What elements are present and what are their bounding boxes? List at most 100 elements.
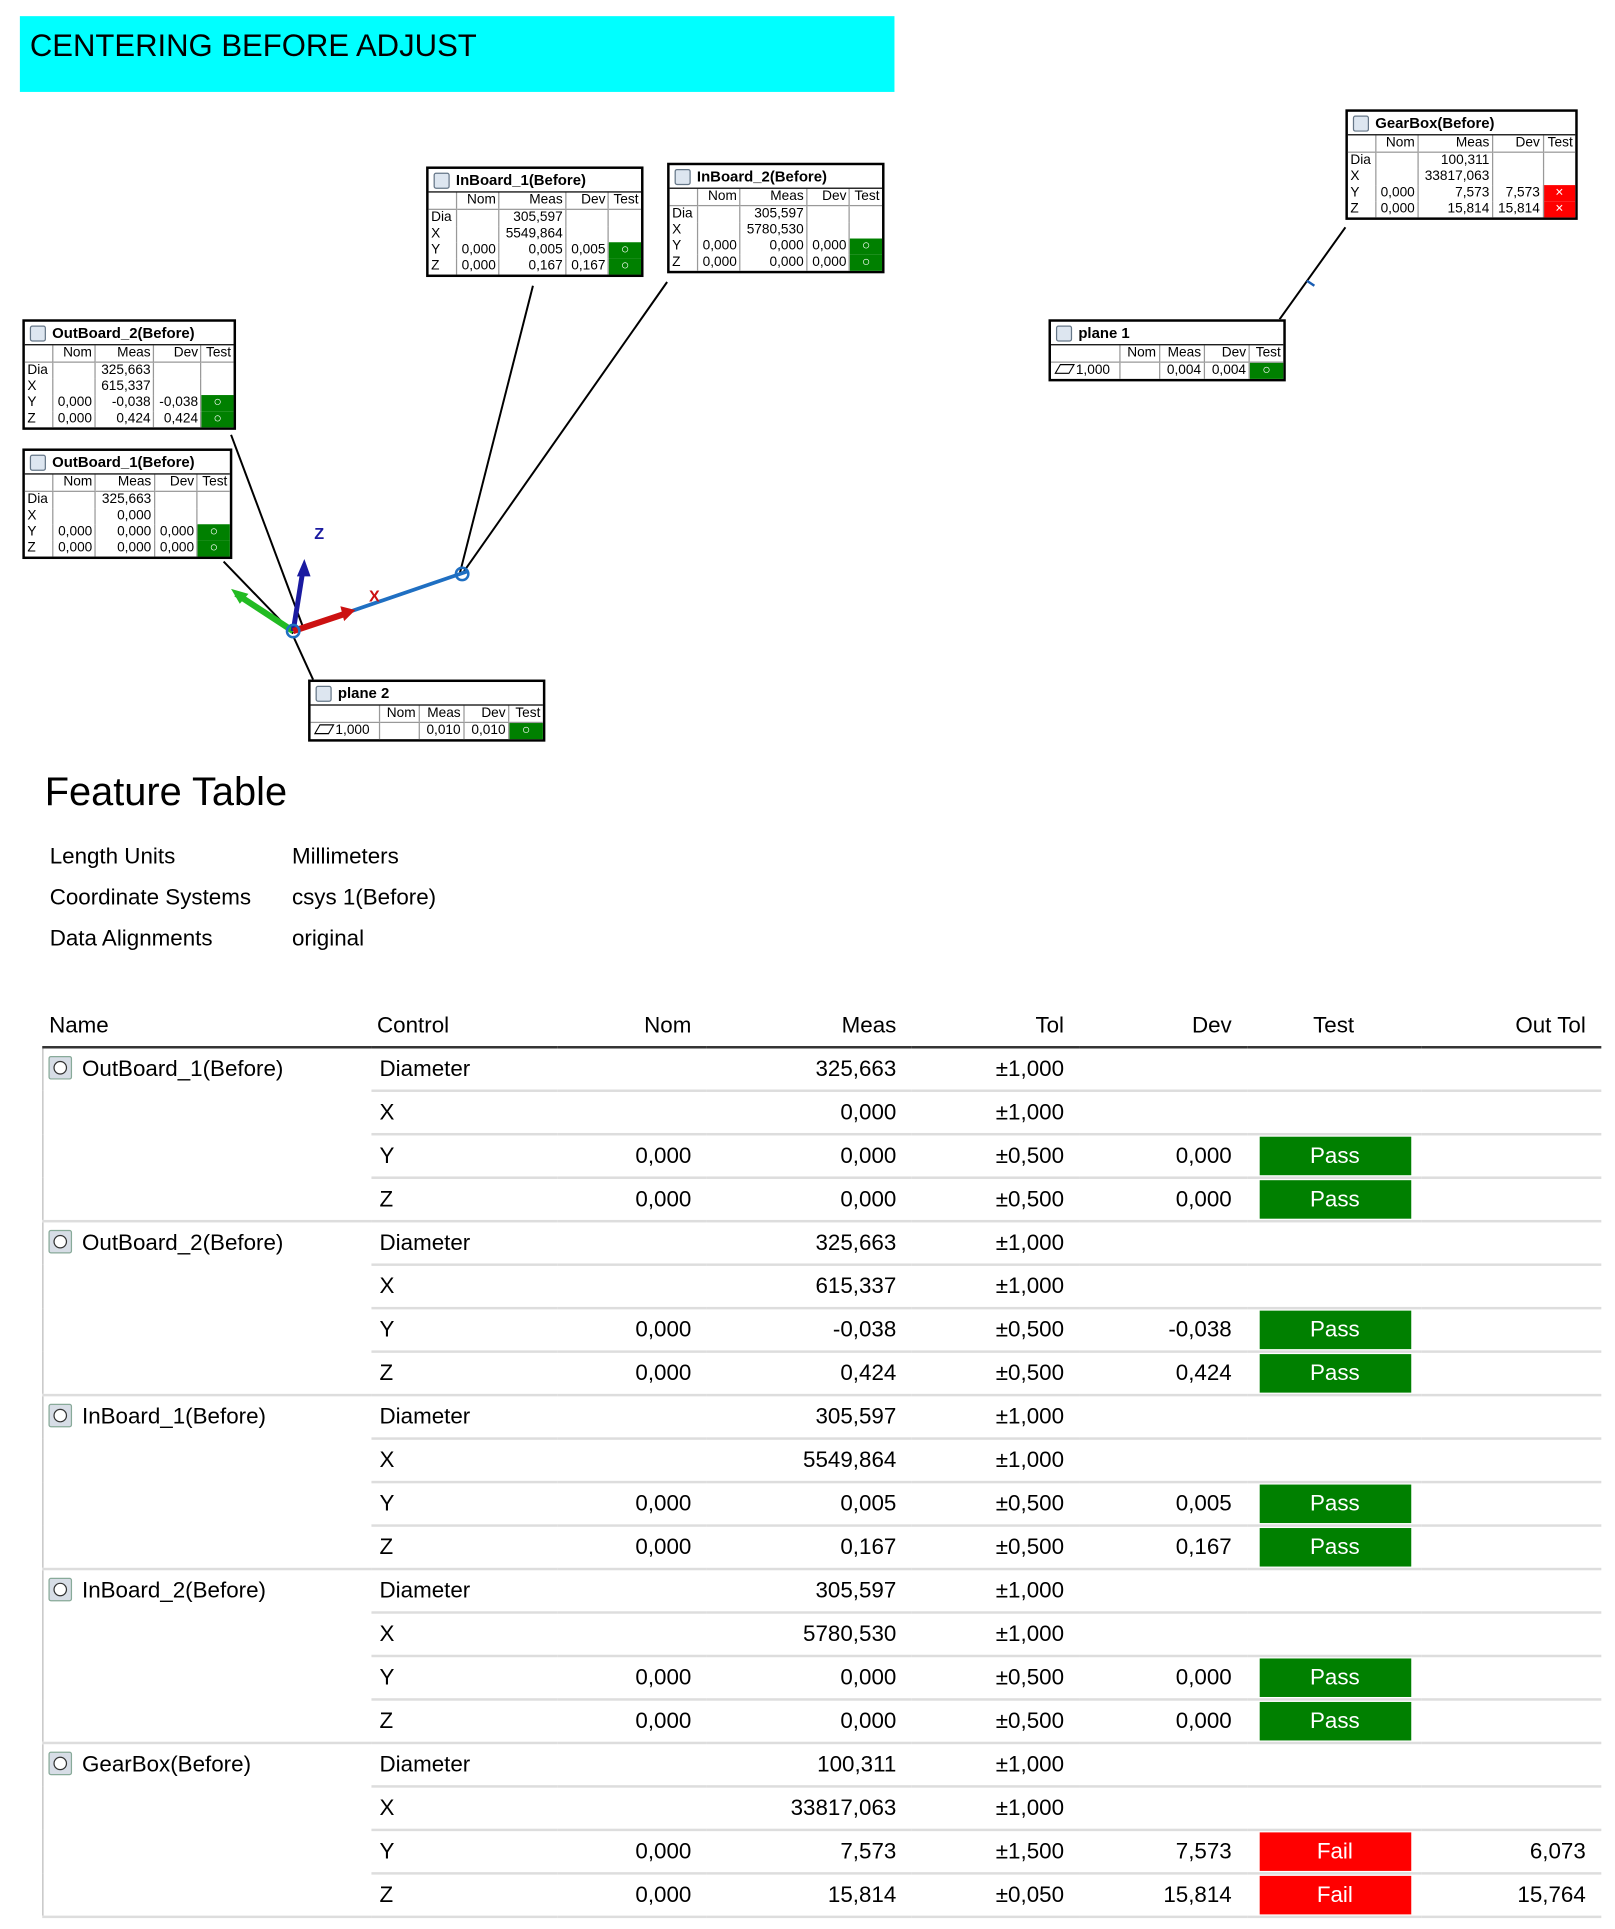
cell: X [429, 226, 457, 242]
table-row: OutBoard_1(Before) Diameter 325,663 ±1,000 [42, 1047, 1601, 1223]
column-header: Out Tol [1420, 1003, 1601, 1049]
header-cell: Meas [94, 345, 154, 363]
callout-grid: Nom Meas Dev Test 1,000 0,004 0,004 ○ [1050, 345, 1284, 379]
cell [200, 378, 234, 396]
cell [1420, 1395, 1601, 1440]
header-cell [428, 192, 457, 210]
cell: ±1,000 [911, 1264, 1079, 1310]
cell [557, 1395, 707, 1440]
cell: ±0,500 [911, 1482, 1079, 1527]
cell-text: 7,573 [1455, 185, 1490, 201]
table-row: OutBoard_2(Before) Diameter 325,663 ±1,000 [42, 1221, 1601, 1397]
cell-text: Y [1350, 185, 1360, 201]
cell-text: 0,000 [58, 540, 93, 556]
info-value: Millimeters [291, 843, 399, 869]
cell: 0,000 [706, 1699, 912, 1745]
header-cell: Test [607, 192, 642, 210]
cell: Pass [1246, 1351, 1421, 1397]
icon [1055, 325, 1073, 342]
cell: 305,597 [706, 1569, 912, 1614]
cell-text: 0,000 [702, 254, 737, 270]
cell [557, 1612, 707, 1658]
cell-text: Dia [27, 362, 48, 378]
cell [1078, 1395, 1247, 1440]
cell-text: ○ [620, 258, 630, 274]
cell [1420, 1482, 1601, 1527]
callout-title: InBoard_2(Before) [669, 165, 883, 189]
header-cell: Nom [696, 188, 740, 207]
callout-title-text: OutBoard_1(Before) [52, 453, 195, 471]
cell: 15,814 [1491, 201, 1543, 218]
cell-text: X [431, 226, 441, 242]
cell: ±0,500 [911, 1177, 1079, 1223]
cell: 15,814 [706, 1873, 912, 1919]
cell: 7,573 [706, 1829, 912, 1875]
header-cell: Meas [739, 188, 807, 207]
icon [315, 685, 332, 702]
data-row: 1,000 0,004 0,004 ○ [1051, 362, 1284, 379]
cell: 0,000 [557, 1655, 707, 1701]
cell-text: 0,000 [702, 238, 737, 254]
feature-name-text: InBoard_1(Before) [81, 1403, 266, 1429]
data-row: Y 0,000 0,000 0,000 ○ [25, 524, 230, 541]
header-cell: Meas [94, 474, 155, 492]
header-cell [1050, 345, 1121, 363]
icon [29, 325, 46, 342]
cell: ±0,500 [911, 1351, 1079, 1397]
cell: Z [670, 255, 698, 271]
cell: 5780,530 [706, 1612, 912, 1658]
cell: 325,663 [94, 491, 155, 509]
cell: 0,000 [1078, 1655, 1247, 1701]
cell: ±0,500 [911, 1525, 1079, 1571]
cell [1246, 1569, 1421, 1614]
flatness-icon [313, 724, 335, 735]
callout-title: OutBoard_1(Before) [24, 451, 230, 475]
test-result: Pass [1259, 1658, 1411, 1697]
cell [1420, 1308, 1601, 1353]
feature-table: Name Control Nom Meas Tol Dev Test Out Tol OutB… [42, 1003, 1601, 1919]
cell [1246, 1786, 1421, 1832]
cell: × [1542, 201, 1576, 218]
cell-text: 0,000 [58, 524, 93, 540]
cell-text: X [27, 508, 37, 524]
test-result: Fail [1259, 1875, 1411, 1915]
header-row: Name Control Nom Meas Tol Dev Test Out Tol [42, 1003, 1601, 1049]
cell [607, 209, 642, 227]
cell: Y [370, 1482, 558, 1527]
cell [1246, 1264, 1421, 1310]
table-body: OutBoard_1(Before) Diameter 325,663 ±1,000 X… [42, 1047, 1601, 1919]
cell [565, 226, 609, 243]
cell: X [25, 379, 53, 395]
header-cell: Test [848, 188, 883, 207]
cell: 0,000 [1078, 1134, 1247, 1179]
cell [51, 362, 96, 379]
cell [557, 1742, 707, 1788]
test-result: Pass [1259, 1528, 1411, 1567]
cell: 0,000 [557, 1699, 707, 1745]
callout-title-text: plane 1 [1078, 324, 1130, 342]
header-cell: Dev [153, 345, 202, 363]
cell [1078, 1612, 1247, 1658]
page-title: CENTERING BEFORE ADJUST [29, 28, 477, 64]
cell-text: 0,005 [571, 242, 606, 258]
cell: Pass [1246, 1525, 1421, 1571]
cell: Dia [670, 206, 698, 223]
cell [455, 209, 499, 227]
cell [1246, 1395, 1421, 1440]
feature-name: OutBoard_1(Before) [42, 1047, 371, 1223]
cell: 325,663 [94, 362, 154, 379]
cell-text: 615,337 [101, 378, 151, 394]
cell-text: 305,597 [754, 206, 804, 222]
cell [557, 1569, 707, 1614]
cell: 0,000 [51, 540, 96, 557]
test-result: Pass [1259, 1310, 1411, 1350]
cell: 7,573 [1491, 185, 1543, 202]
cell [1420, 1221, 1601, 1266]
cell: 0,000 [1078, 1699, 1247, 1745]
cell-text: X [672, 222, 682, 238]
cell-text: Z [27, 540, 36, 556]
cell: Pass [1246, 1134, 1421, 1179]
feature-name-text: OutBoard_1(Before) [81, 1055, 284, 1081]
cell [1420, 1742, 1601, 1788]
